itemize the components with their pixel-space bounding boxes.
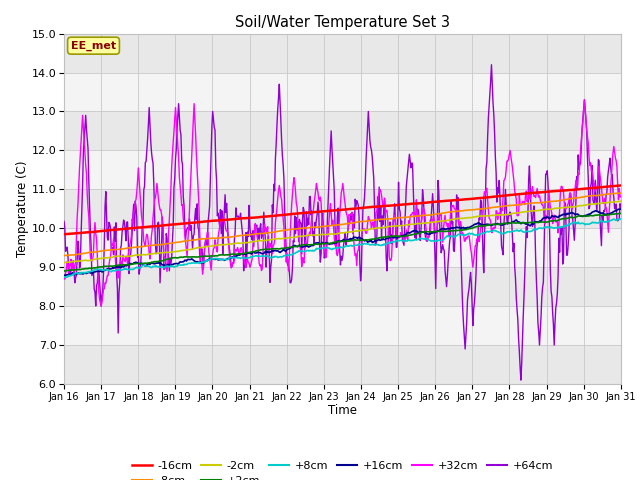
Bar [64,306,621,345]
Text: EE_met: EE_met [71,40,116,51]
Bar [64,228,621,267]
Bar [64,72,621,111]
Bar [64,345,621,384]
Y-axis label: Temperature (C): Temperature (C) [16,160,29,257]
Bar [64,111,621,150]
Legend: -16cm, -8cm, -2cm, +2cm, +8cm, +16cm, +32cm, +64cm: -16cm, -8cm, -2cm, +2cm, +8cm, +16cm, +3… [127,456,557,480]
Title: Soil/Water Temperature Set 3: Soil/Water Temperature Set 3 [235,15,450,30]
Bar [64,34,621,72]
X-axis label: Time: Time [328,405,357,418]
Bar [64,189,621,228]
Bar [64,150,621,189]
Bar [64,267,621,306]
